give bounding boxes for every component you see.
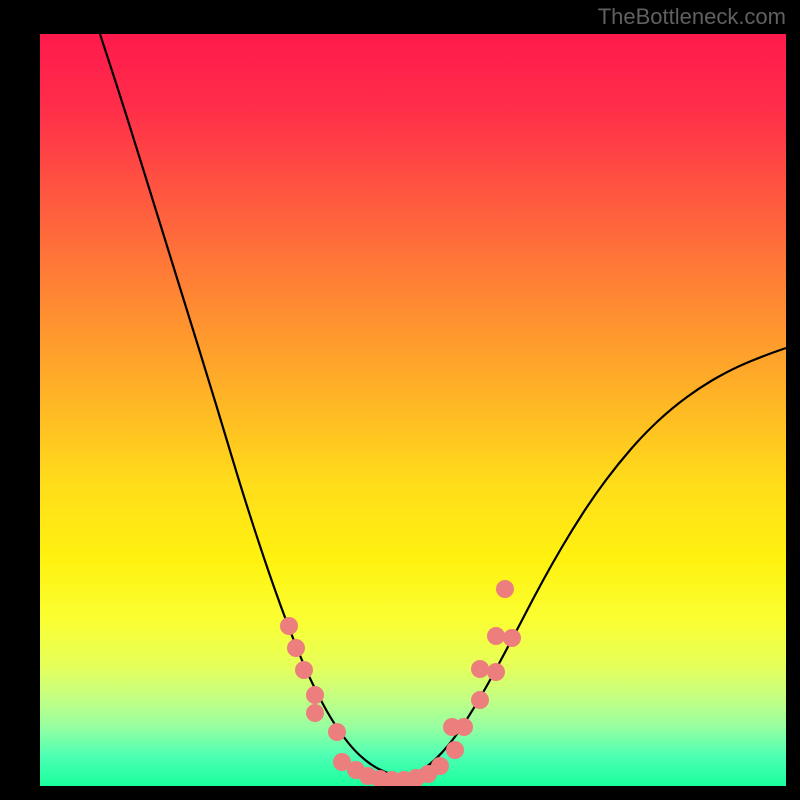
- data-marker: [306, 686, 324, 704]
- data-marker: [431, 757, 449, 775]
- data-marker: [496, 580, 514, 598]
- data-marker: [487, 663, 505, 681]
- chart-container: TheBottleneck.com: [0, 0, 800, 800]
- data-marker: [471, 691, 489, 709]
- data-marker: [306, 704, 324, 722]
- data-marker: [446, 741, 464, 759]
- bottleneck-curve: [100, 34, 786, 776]
- data-marker: [503, 629, 521, 647]
- watermark-text: TheBottleneck.com: [598, 4, 786, 30]
- data-marker: [487, 627, 505, 645]
- data-marker: [328, 723, 346, 741]
- plot-area: [40, 34, 786, 786]
- data-marker: [280, 617, 298, 635]
- data-marker: [287, 639, 305, 657]
- chart-svg: [40, 34, 786, 786]
- data-marker: [455, 718, 473, 736]
- data-marker: [471, 660, 489, 678]
- data-marker: [295, 661, 313, 679]
